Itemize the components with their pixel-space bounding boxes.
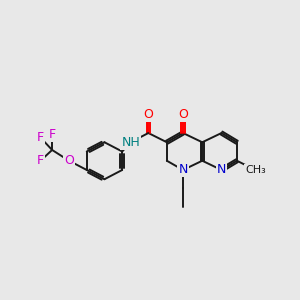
Text: O: O [64, 154, 74, 167]
Text: O: O [178, 108, 188, 121]
Text: NH: NH [121, 136, 140, 149]
Text: F: F [37, 131, 44, 144]
Text: F: F [37, 154, 44, 167]
Text: O: O [143, 108, 153, 121]
Text: N: N [217, 164, 226, 176]
Text: F: F [49, 128, 56, 141]
Text: CH₃: CH₃ [245, 165, 266, 175]
Text: N: N [178, 164, 188, 176]
